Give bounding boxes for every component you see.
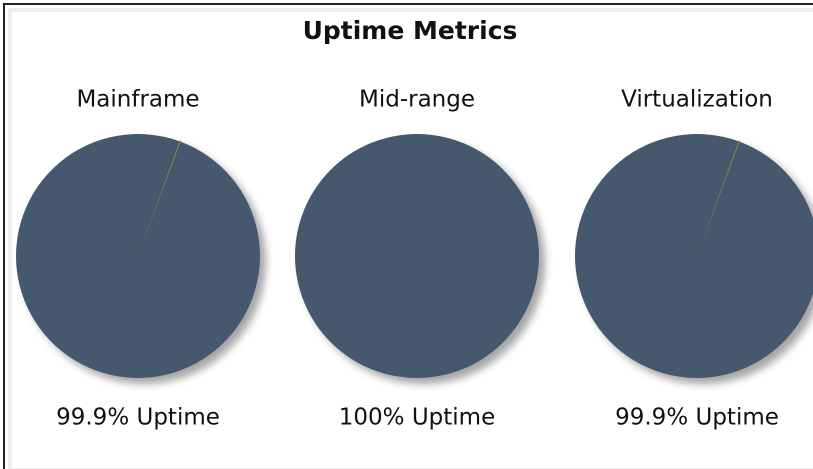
pie-label: 100% Uptime — [339, 405, 495, 431]
pie — [15, 133, 260, 378]
pie-slice — [574, 134, 813, 378]
pie — [574, 134, 813, 378]
pie-title: Virtualization — [621, 87, 773, 113]
inner-frame — [8, 8, 813, 469]
pie-slice — [15, 133, 260, 378]
pie — [295, 134, 539, 378]
pie-title: Mainframe — [76, 87, 199, 113]
pie-label: 99.9% Uptime — [615, 405, 779, 431]
pie-slice — [696, 140, 741, 257]
pie-label: 99.9% Uptime — [56, 405, 220, 431]
pie-slice — [295, 134, 539, 378]
chart-title: Uptime Metrics — [303, 16, 518, 45]
pie-slice — [137, 140, 182, 257]
pie-title: Mid-range — [359, 87, 475, 113]
